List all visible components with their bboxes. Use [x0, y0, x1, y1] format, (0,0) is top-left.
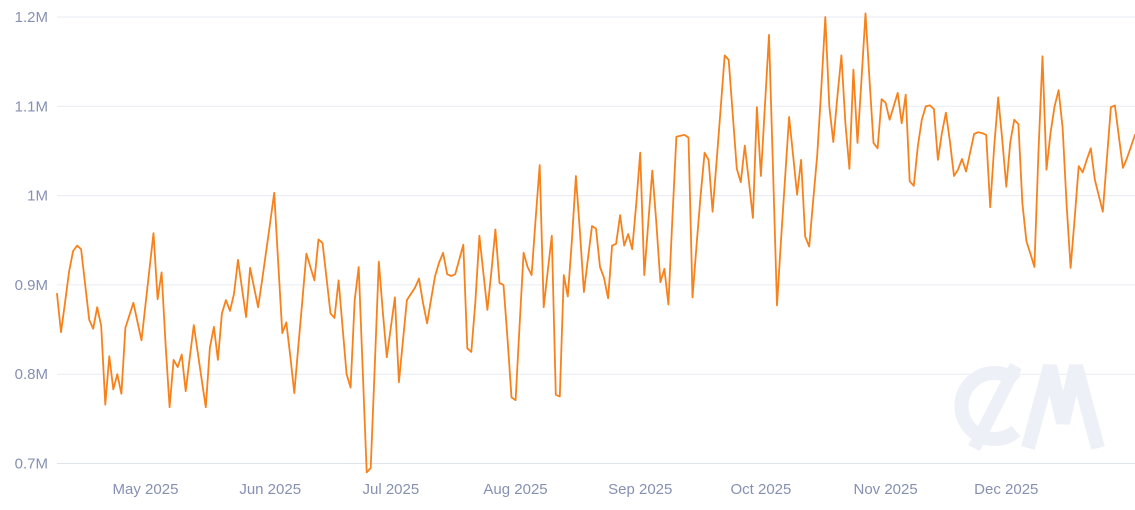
watermark-letter-c-icon — [954, 366, 1021, 446]
x-axis-tick-label: Nov 2025 — [854, 481, 918, 498]
x-axis-tick-label: Oct 2025 — [730, 481, 791, 498]
chart-plot-area[interactable] — [57, 0, 1135, 478]
series-line — [56, 12, 1135, 474]
y-axis-tick-label: 0.9M — [15, 277, 48, 294]
x-axis-tick-label: Jun 2025 — [239, 481, 301, 498]
watermark-letter-m-icon — [1021, 364, 1105, 450]
x-axis-tick-label: May 2025 — [113, 481, 179, 498]
x-axis-labels: May 2025 Jun 2025 Jul 2025 Aug 2025 Sep 2025… — [113, 481, 1039, 498]
y-axis-labels: 1.2M 1.1M 1M 0.9M 0.8M 0.7M — [15, 9, 48, 473]
gridlines — [57, 16, 1135, 464]
y-axis-tick-label: 0.8M — [15, 366, 48, 383]
x-axis-tick-label: Aug 2025 — [483, 481, 547, 498]
x-axis-tick-label: Dec 2025 — [974, 481, 1038, 498]
y-axis-tick-label: 1.2M — [15, 9, 48, 26]
watermark-slash-icon — [968, 363, 1022, 451]
y-axis-tick-label: 1.1M — [15, 98, 48, 115]
y-axis-tick-label: 1M — [27, 188, 48, 205]
watermark-cm — [954, 363, 1105, 451]
y-axis-tick-label: 0.7M — [15, 456, 48, 473]
x-axis-tick-label: Jul 2025 — [362, 481, 419, 498]
x-axis-tick-label: Sep 2025 — [608, 481, 672, 498]
